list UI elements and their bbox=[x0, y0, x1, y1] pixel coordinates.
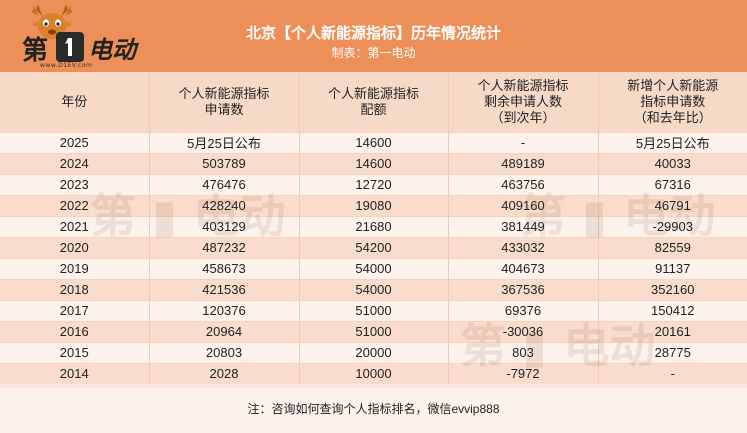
table-cell: 404673 bbox=[448, 257, 599, 279]
table-cell: 120376 bbox=[149, 299, 300, 321]
table-cell: 12720 bbox=[299, 173, 449, 195]
logo-text-left: 第 bbox=[22, 36, 49, 66]
table-cell: 14600 bbox=[299, 131, 449, 153]
table-cell: 150412 bbox=[598, 299, 747, 321]
year-cell: 2021 bbox=[0, 215, 150, 237]
table-cell: 14600 bbox=[299, 152, 449, 174]
column-header: 个人新能源指标 剩余申请人数 （到次年） bbox=[448, 72, 599, 132]
table-row: 2016 20964 51000 -30036 20161 bbox=[0, 320, 747, 342]
table-cell: 489189 bbox=[448, 152, 599, 174]
table-cell: 46791 bbox=[598, 194, 747, 216]
table-cell: 367536 bbox=[448, 278, 599, 300]
table-row: 2015 20803 20000 803 28775 bbox=[0, 341, 747, 363]
table-row: 2022 428240 19080 409160 46791 bbox=[0, 194, 747, 216]
table-cell: - bbox=[448, 131, 599, 153]
data-table: 年份 个人新能源指标 申请数 个人新能源指标 配额 个人新能源指标 剩余申请人数 （到… bbox=[0, 72, 747, 384]
table-cell: 421536 bbox=[149, 278, 300, 300]
table-cell: 476476 bbox=[149, 173, 300, 195]
table-row: 2021 403129 21680 381449 -29903 bbox=[0, 215, 747, 237]
column-header: 新增个人新能源 指标申请数 （和去年比） bbox=[627, 77, 719, 125]
table-cell: 20000 bbox=[299, 341, 449, 363]
table-cell: 69376 bbox=[448, 299, 599, 321]
table-cell: 403129 bbox=[149, 215, 300, 237]
table-cell: 51000 bbox=[299, 299, 449, 321]
table-cell: 54000 bbox=[299, 257, 449, 279]
logo-text-right: 电动 bbox=[88, 35, 136, 64]
year-cell: 2022 bbox=[0, 194, 150, 216]
table-row: 2017 120376 51000 69376 150412 bbox=[0, 299, 747, 321]
table-cell: 5月25日公布 bbox=[149, 131, 300, 153]
logo: 第 电动 www.D1EV.com bbox=[6, 0, 166, 74]
table-row: 2018 421536 54000 367536 352160 bbox=[0, 278, 747, 300]
year-cell: 2014 bbox=[0, 362, 150, 384]
table-cell: 352160 bbox=[598, 278, 747, 300]
table-cell: 433032 bbox=[448, 236, 599, 258]
table-cell: 20803 bbox=[149, 341, 300, 363]
table-cell: 67316 bbox=[598, 173, 747, 195]
column-header: 个人新能源指标 申请数 bbox=[149, 72, 300, 132]
table-cell: 54200 bbox=[299, 236, 449, 258]
header-bar: 第 电动 www.D1EV.com 北京【个人新能源指标】历年情况统计 制表：第… bbox=[0, 0, 747, 72]
table-row: 2023 476476 12720 463756 67316 bbox=[0, 173, 747, 195]
table-cell: 458673 bbox=[149, 257, 300, 279]
table-cell: 10000 bbox=[299, 362, 449, 384]
table-cell: 20161 bbox=[598, 320, 747, 342]
year-cell: 2018 bbox=[0, 278, 150, 300]
table-body: 2025 5月25日公布 14600-5月25日公布 2024 503789 14600 4… bbox=[0, 131, 747, 384]
year-cell: 2023 bbox=[0, 173, 150, 195]
table-cell: -30036 bbox=[448, 320, 599, 342]
table-cell: 2028 bbox=[149, 362, 300, 384]
table-row: 2019 458673 54000 404673 91137 bbox=[0, 257, 747, 279]
table-cell: 28775 bbox=[598, 341, 747, 363]
year-cell: 2024 bbox=[0, 152, 150, 174]
table-cell: 19080 bbox=[299, 194, 449, 216]
year-cell: 2019 bbox=[0, 257, 150, 279]
table-cell: -29903 bbox=[598, 215, 747, 237]
table-cell: 51000 bbox=[299, 320, 449, 342]
table-header-row: 年份 个人新能源指标 申请数 个人新能源指标 配额 个人新能源指标 剩余申请人数 （到… bbox=[0, 72, 747, 132]
column-header: 个人新能源指标 配额 bbox=[299, 72, 449, 132]
table-cell: 381449 bbox=[448, 215, 599, 237]
table-cell: 428240 bbox=[149, 194, 300, 216]
table-cell: - bbox=[598, 362, 747, 384]
table-cell: 21680 bbox=[299, 215, 449, 237]
table-cell: 5月25日公布 bbox=[598, 131, 747, 153]
table-cell: 463756 bbox=[448, 173, 599, 195]
page-subtitle: 制表：第一电动 bbox=[331, 46, 416, 60]
table-cell: 82559 bbox=[598, 236, 747, 258]
table-row: 2020 487232 54200 433032 82559 bbox=[0, 236, 747, 258]
table-cell: 803 bbox=[448, 341, 599, 363]
table-cell: 503789 bbox=[149, 152, 300, 174]
logo-url: www.D1EV.com bbox=[40, 62, 93, 69]
table-cell: 54000 bbox=[299, 278, 449, 300]
table-row: 2025 5月25日公布 14600-5月25日公布 bbox=[0, 131, 747, 153]
footer-note: 注：咨询如何查询个人指标排名，微信evvip888 bbox=[0, 388, 747, 433]
year-cell: 2025 bbox=[0, 131, 150, 153]
column-header: 年份 bbox=[0, 72, 150, 132]
year-cell: 2020 bbox=[0, 236, 150, 258]
table-cell: 409160 bbox=[448, 194, 599, 216]
table-cell: 487232 bbox=[149, 236, 300, 258]
table-cell: 40033 bbox=[598, 152, 747, 174]
table-cell: -7972 bbox=[448, 362, 599, 384]
table-row: 2024 503789 14600 489189 40033 bbox=[0, 152, 747, 174]
page-title: 北京【个人新能源指标】历年情况统计 bbox=[245, 24, 501, 42]
logo-number-one-icon bbox=[56, 32, 84, 62]
year-cell: 2016 bbox=[0, 320, 150, 342]
year-cell: 2015 bbox=[0, 341, 150, 363]
year-cell: 2017 bbox=[0, 299, 150, 321]
table-cell: 91137 bbox=[598, 257, 747, 279]
table-row: 2014 2028 10000 -7972- bbox=[0, 362, 747, 384]
table-cell: 20964 bbox=[149, 320, 300, 342]
